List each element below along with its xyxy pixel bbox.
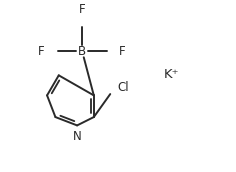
Text: B: B	[78, 45, 86, 58]
Text: N: N	[73, 130, 81, 143]
Text: F: F	[38, 45, 45, 58]
Text: F: F	[119, 45, 126, 58]
Text: F: F	[79, 3, 85, 16]
Text: Cl: Cl	[117, 81, 129, 94]
Text: K⁺: K⁺	[164, 68, 179, 81]
